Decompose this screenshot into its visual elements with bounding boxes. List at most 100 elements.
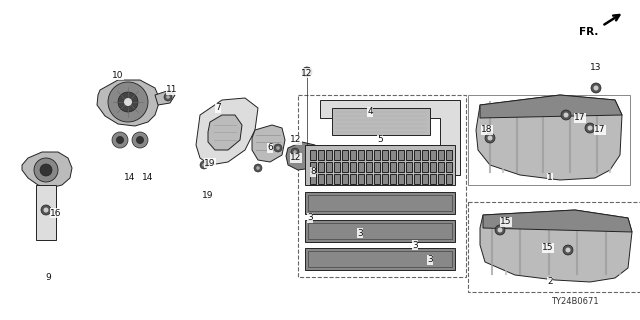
Polygon shape (305, 192, 455, 214)
Polygon shape (326, 174, 332, 184)
Text: 12: 12 (291, 154, 301, 163)
Polygon shape (446, 150, 452, 160)
Polygon shape (326, 162, 332, 172)
Polygon shape (358, 150, 364, 160)
Circle shape (116, 136, 124, 144)
Circle shape (291, 148, 299, 156)
Text: 19: 19 (204, 158, 216, 167)
Polygon shape (406, 150, 412, 160)
Text: 11: 11 (166, 85, 178, 94)
Circle shape (34, 158, 58, 182)
Circle shape (276, 146, 280, 150)
Circle shape (124, 98, 132, 106)
Polygon shape (398, 162, 404, 172)
Polygon shape (36, 185, 56, 240)
Circle shape (164, 93, 172, 101)
Text: 16: 16 (51, 209, 61, 218)
Circle shape (561, 110, 571, 120)
Polygon shape (480, 95, 622, 118)
Text: 14: 14 (124, 173, 136, 182)
Polygon shape (318, 174, 324, 184)
Text: 3: 3 (307, 213, 313, 222)
Polygon shape (382, 150, 388, 160)
Circle shape (254, 164, 262, 172)
Polygon shape (398, 150, 404, 160)
Polygon shape (318, 150, 324, 160)
Polygon shape (342, 162, 348, 172)
Text: 9: 9 (45, 274, 51, 283)
Circle shape (593, 85, 598, 91)
Polygon shape (320, 100, 460, 175)
Circle shape (302, 67, 312, 77)
Circle shape (108, 82, 148, 122)
Text: FR.: FR. (579, 27, 598, 37)
Polygon shape (438, 174, 444, 184)
Polygon shape (342, 150, 348, 160)
Polygon shape (326, 150, 332, 160)
Circle shape (166, 95, 170, 99)
Polygon shape (208, 115, 242, 150)
Text: TY24B0671: TY24B0671 (551, 298, 599, 307)
Polygon shape (406, 174, 412, 184)
Polygon shape (414, 150, 420, 160)
Polygon shape (414, 162, 420, 172)
Polygon shape (476, 95, 622, 180)
Polygon shape (318, 162, 324, 172)
Polygon shape (196, 98, 258, 165)
Circle shape (136, 136, 144, 144)
Polygon shape (422, 174, 428, 184)
Circle shape (485, 133, 495, 143)
Circle shape (497, 228, 502, 233)
Text: 19: 19 (202, 191, 214, 201)
Circle shape (293, 150, 297, 154)
Text: 3: 3 (412, 241, 418, 250)
Polygon shape (390, 150, 396, 160)
Polygon shape (390, 162, 396, 172)
Circle shape (256, 166, 260, 170)
Polygon shape (480, 210, 632, 282)
Polygon shape (430, 150, 436, 160)
Polygon shape (390, 174, 396, 184)
Text: 1: 1 (547, 173, 553, 182)
Polygon shape (430, 174, 436, 184)
Polygon shape (350, 174, 356, 184)
Polygon shape (305, 220, 455, 242)
Circle shape (563, 113, 568, 117)
Circle shape (118, 92, 138, 112)
Polygon shape (305, 145, 455, 185)
Polygon shape (438, 150, 444, 160)
Polygon shape (366, 174, 372, 184)
Circle shape (495, 225, 505, 235)
Circle shape (274, 144, 282, 152)
Polygon shape (358, 174, 364, 184)
Text: 6: 6 (267, 143, 273, 153)
Polygon shape (334, 162, 340, 172)
Polygon shape (334, 174, 340, 184)
Polygon shape (155, 90, 175, 105)
Polygon shape (382, 174, 388, 184)
Polygon shape (446, 174, 452, 184)
Polygon shape (438, 162, 444, 172)
Circle shape (588, 125, 593, 131)
Circle shape (112, 132, 128, 148)
Polygon shape (310, 150, 316, 160)
Polygon shape (374, 174, 380, 184)
Polygon shape (366, 150, 372, 160)
Circle shape (132, 132, 148, 148)
Polygon shape (334, 150, 340, 160)
Polygon shape (305, 248, 455, 270)
Text: 8: 8 (310, 167, 316, 177)
Circle shape (40, 164, 52, 176)
Text: 12: 12 (291, 135, 301, 145)
Polygon shape (483, 210, 632, 232)
Polygon shape (430, 162, 436, 172)
Polygon shape (414, 174, 420, 184)
Polygon shape (252, 125, 285, 162)
Text: 15: 15 (542, 244, 554, 252)
Circle shape (200, 161, 208, 169)
Text: 3: 3 (427, 255, 433, 265)
Polygon shape (350, 150, 356, 160)
Text: 10: 10 (112, 70, 124, 79)
Circle shape (305, 69, 310, 75)
Polygon shape (398, 174, 404, 184)
